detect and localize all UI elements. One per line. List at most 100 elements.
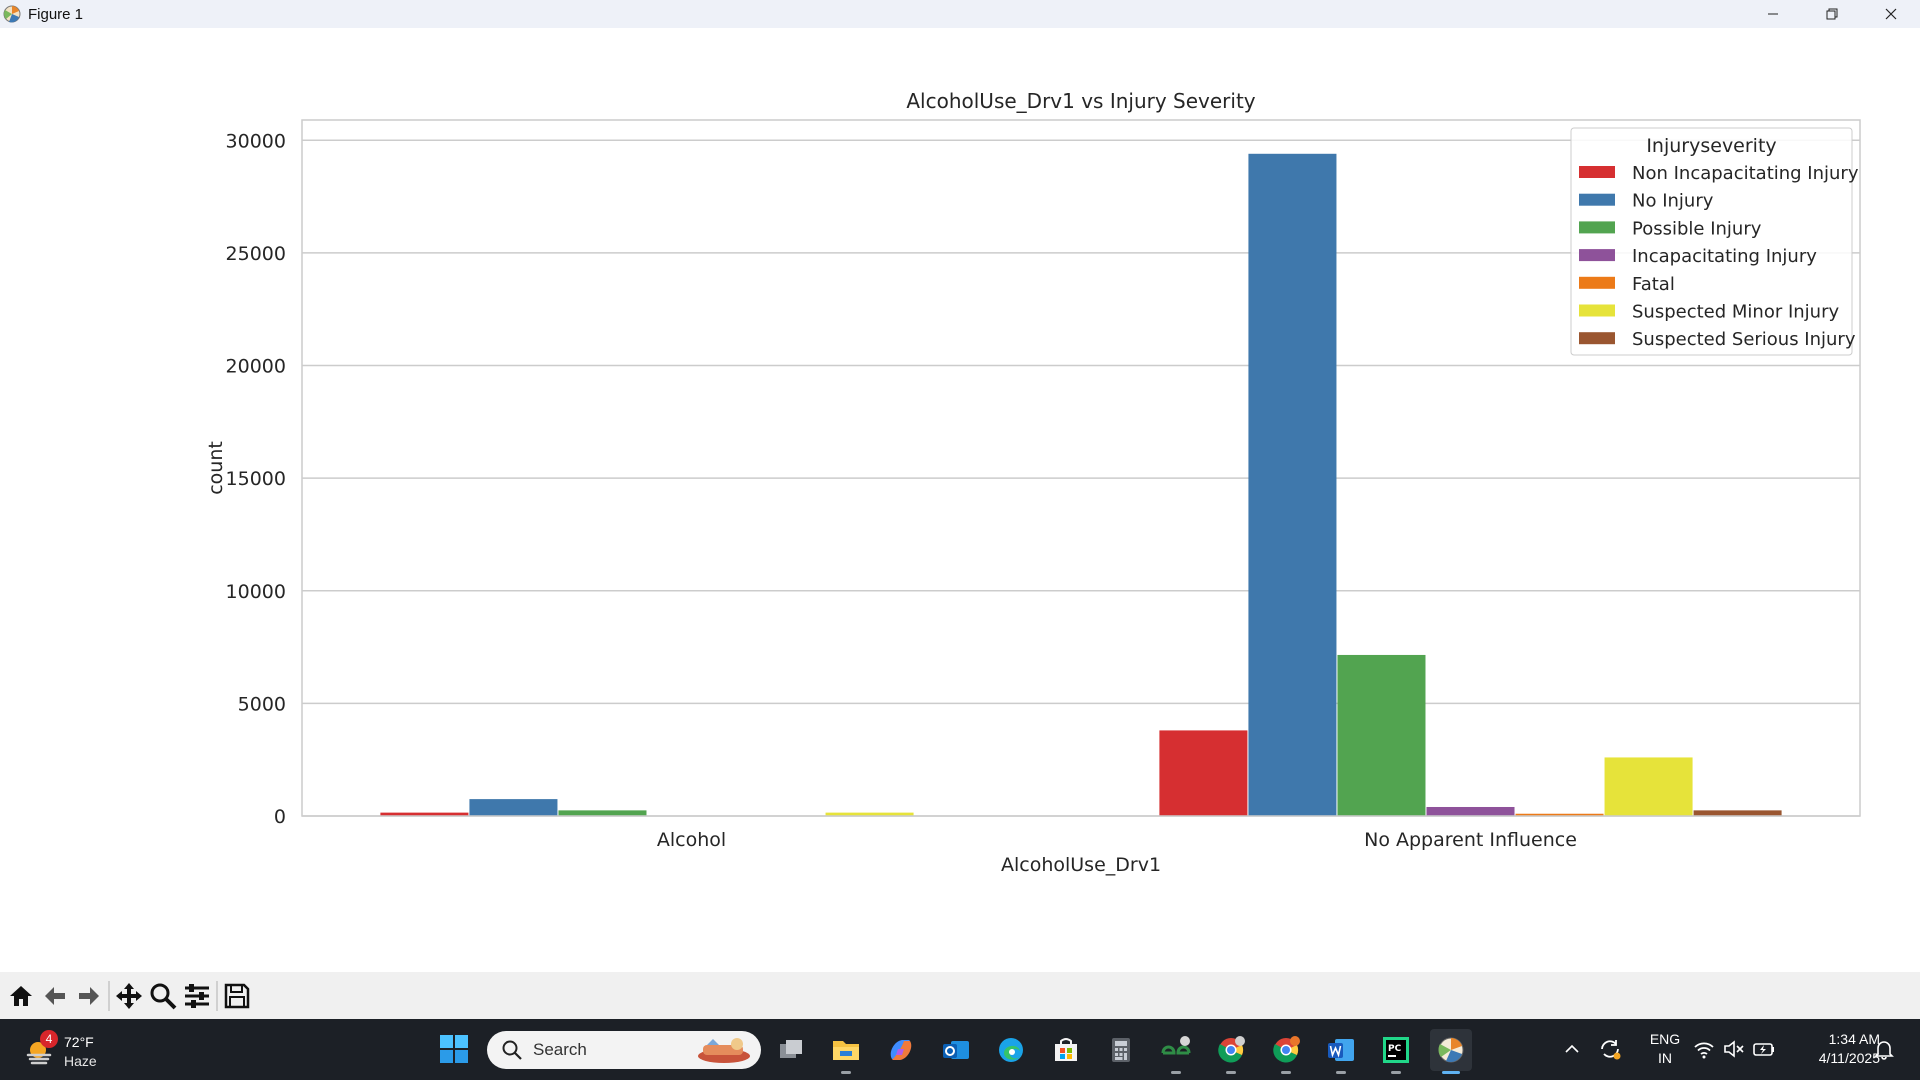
bar [1515,813,1604,816]
forward-button[interactable] [72,979,106,1013]
sync-icon [1601,1040,1621,1060]
legend-label: No Injury [1632,191,1714,212]
start-button[interactable] [436,1031,472,1067]
chrome-button-1[interactable] [1210,1029,1252,1074]
bar [1159,730,1248,816]
battery-button[interactable] [1752,1037,1776,1061]
running-indicator [1336,1071,1346,1074]
store-button[interactable] [1045,1029,1087,1071]
magnifier-icon [150,983,177,1009]
volume-muted-icon [1724,1040,1744,1058]
chrome-icon [1218,1036,1245,1063]
store-icon [1055,1038,1077,1061]
y-tick-label: 5000 [238,693,286,715]
toolbar-separator [216,980,218,1011]
configure-subplots-button[interactable] [180,979,214,1013]
window-title: Figure 1 [28,5,84,23]
search-highlight-icon [698,1038,750,1063]
legend-swatch [1579,249,1615,262]
y-tick-label: 10000 [226,581,286,603]
weather-condition: Haze [64,1053,97,1069]
maximize-button[interactable] [1802,0,1861,28]
zoom-button[interactable] [146,979,180,1013]
weather-widget[interactable]: 4 72°F Haze [20,1027,110,1073]
bar [1426,806,1515,816]
bar [825,812,914,816]
matplotlib-figure-button[interactable] [1430,1029,1472,1074]
clock-date: 4/11/2025 [1818,1050,1880,1066]
legend-swatch [1579,166,1615,178]
task-view-icon [780,1040,802,1058]
taskbar-search[interactable]: Search [487,1031,761,1069]
minimize-icon [1767,13,1778,15]
bar [1693,810,1782,816]
running-indicator [1391,1071,1401,1074]
calculator-button[interactable] [1100,1029,1142,1071]
pycharm-icon: PC [1383,1037,1409,1063]
minimize-button[interactable] [1743,0,1802,28]
task-view-button[interactable] [770,1029,812,1071]
legend-swatch [1579,276,1615,289]
system-clock[interactable]: 1:34 AM 4/11/2025 [1790,1030,1880,1068]
show-hidden-icons-button[interactable] [1560,1037,1584,1061]
bar [558,810,647,816]
pycharm-button[interactable]: PC [1375,1029,1417,1074]
bar [380,812,469,816]
edge-button[interactable] [990,1029,1032,1071]
figure-canvas[interactable]: 0 5000 10000 15000 20000 25000 30000 Alcohol No… [0,28,1920,972]
matplotlib-icon [1438,1037,1464,1063]
chrome-icon [1273,1036,1300,1063]
legend-label: Non Incapacitating Injury [1632,163,1859,184]
x-tick-label: Alcohol [657,829,726,851]
notification-badge: 4 [40,1030,58,1048]
copilot-icon [890,1040,912,1060]
back-button[interactable] [38,979,72,1013]
y-tick-label: 30000 [226,130,286,152]
windows-logo-icon [440,1035,468,1063]
notification-center-button[interactable] [1872,1037,1896,1061]
legend-label: Suspected Minor Injury [1632,302,1839,323]
matplotlib-app-icon [2,4,22,24]
close-icon [1885,8,1896,20]
bar-chart: 0 5000 10000 15000 20000 25000 30000 Alcohol No… [205,89,1861,876]
outlook-icon [943,1041,969,1059]
running-indicator [1171,1071,1181,1074]
sliders-icon [185,983,209,1008]
bar [469,799,558,816]
save-figure-button[interactable] [220,979,254,1013]
search-icon [502,1040,522,1060]
legend-swatch [1579,193,1615,206]
file-explorer-button[interactable] [825,1029,867,1074]
wifi-button[interactable] [1692,1037,1716,1061]
word-icon [1328,1039,1354,1061]
sync-status-button[interactable] [1598,1037,1622,1061]
legend-label: Possible Injury [1632,218,1762,239]
chart-legend: Injuryseverity Non Incapacitating Injury… [1570,127,1859,356]
language-code: ENG [1649,1031,1681,1047]
bar [1337,654,1426,816]
word-button[interactable] [1320,1029,1362,1074]
legend-title: Injuryseverity [1646,135,1776,157]
matplotlib-toolbar [0,972,1920,1019]
svg-text:PC: PC [1388,1044,1402,1054]
volume-button[interactable] [1722,1037,1746,1061]
chart-title: AlcoholUse_Drv1 vs Injury Severity [906,89,1255,113]
y-tick-label: 15000 [226,468,286,490]
y-tick-label: 0 [274,806,286,828]
close-button[interactable] [1861,0,1920,28]
haze-sun-icon [26,1042,52,1065]
home-button[interactable] [4,979,38,1013]
language-indicator[interactable]: ENG IN [1643,1030,1687,1068]
outlook-button[interactable] [935,1029,977,1071]
window-titlebar: Figure 1 [0,0,1920,28]
edge-icon [999,1038,1023,1062]
copilot-button[interactable] [880,1029,922,1071]
geeksforgeeks-button[interactable] [1155,1029,1197,1074]
running-indicator [1226,1071,1236,1074]
axes-frame [301,119,1861,817]
chrome-button-2[interactable] [1265,1029,1307,1074]
pan-button[interactable] [112,979,146,1013]
running-indicator [1281,1071,1291,1074]
chevron-up-icon [1565,1044,1579,1053]
legend-swatch [1579,332,1615,345]
